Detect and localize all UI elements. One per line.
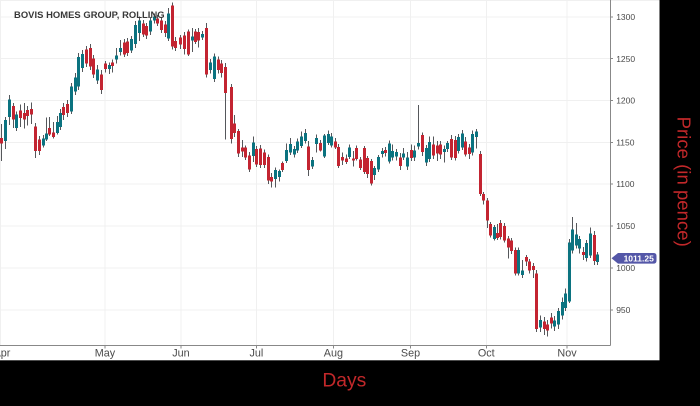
svg-text:1050: 1050 [616,221,635,231]
svg-text:1000: 1000 [616,263,635,273]
svg-text:1011.25: 1011.25 [624,253,655,263]
svg-text:1150: 1150 [616,138,635,148]
svg-text:Apr: Apr [0,348,11,360]
svg-text:950: 950 [616,305,630,315]
svg-text:1300: 1300 [616,12,635,22]
svg-text:May: May [95,348,116,360]
svg-text:Price (in pence): Price (in pence) [674,117,695,247]
svg-text:1250: 1250 [616,54,635,64]
svg-text:Aug: Aug [324,348,343,360]
svg-text:Days: Days [322,370,366,391]
svg-text:Oct: Oct [478,348,495,360]
svg-text:BOVIS HOMES GROUP, ROLLING: BOVIS HOMES GROUP, ROLLING [14,9,165,20]
svg-text:Sep: Sep [401,348,420,360]
svg-text:Nov: Nov [557,348,577,360]
svg-text:1100: 1100 [616,179,635,189]
svg-text:Jun: Jun [172,348,189,360]
svg-text:Jul: Jul [249,348,263,360]
svg-text:1200: 1200 [616,96,635,106]
